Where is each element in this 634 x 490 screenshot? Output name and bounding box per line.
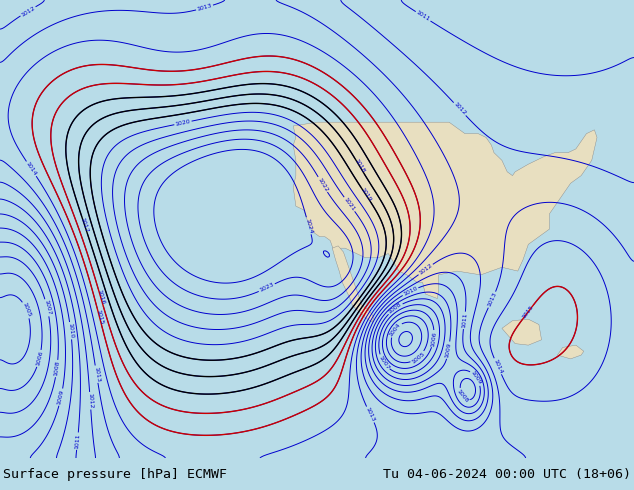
Text: 1018: 1018 bbox=[353, 158, 366, 174]
Text: 1005: 1005 bbox=[22, 302, 32, 318]
Text: 1012: 1012 bbox=[20, 5, 36, 18]
Text: 1009: 1009 bbox=[444, 342, 452, 358]
Text: 1009: 1009 bbox=[470, 370, 483, 386]
Polygon shape bbox=[332, 246, 373, 322]
Polygon shape bbox=[557, 345, 584, 359]
Text: 1015: 1015 bbox=[95, 309, 104, 325]
Text: 1013: 1013 bbox=[486, 292, 498, 308]
Text: 1011: 1011 bbox=[74, 433, 81, 449]
Text: 1006: 1006 bbox=[35, 350, 44, 367]
Text: 1005: 1005 bbox=[410, 351, 425, 365]
Text: 1009: 1009 bbox=[57, 389, 65, 405]
Text: 1020: 1020 bbox=[175, 119, 191, 127]
Polygon shape bbox=[502, 319, 541, 345]
Text: 1008: 1008 bbox=[456, 389, 470, 404]
Text: 1010: 1010 bbox=[67, 323, 74, 339]
Text: 1013: 1013 bbox=[197, 3, 213, 12]
Polygon shape bbox=[293, 122, 597, 298]
Text: 1012: 1012 bbox=[418, 263, 434, 276]
Text: 1017: 1017 bbox=[80, 217, 89, 233]
Text: 1014: 1014 bbox=[493, 358, 503, 374]
Text: 1007: 1007 bbox=[377, 354, 390, 370]
Text: 1008: 1008 bbox=[53, 361, 60, 377]
Text: 1019: 1019 bbox=[359, 187, 372, 203]
Text: 1024: 1024 bbox=[304, 218, 313, 234]
Text: 1012: 1012 bbox=[87, 393, 93, 409]
Text: Tu 04-06-2024 00:00 UTC (18+06): Tu 04-06-2024 00:00 UTC (18+06) bbox=[383, 467, 631, 481]
Text: 1007: 1007 bbox=[43, 299, 51, 316]
Text: 1014: 1014 bbox=[25, 161, 37, 177]
Text: 1004: 1004 bbox=[389, 322, 402, 337]
Text: 1013: 1013 bbox=[365, 406, 376, 423]
Text: 1012: 1012 bbox=[453, 101, 467, 117]
Text: 1011: 1011 bbox=[461, 313, 468, 328]
Text: 1016: 1016 bbox=[96, 289, 105, 306]
Text: 1022: 1022 bbox=[316, 176, 329, 193]
Text: 1013: 1013 bbox=[93, 366, 100, 382]
Text: 1011: 1011 bbox=[415, 10, 431, 23]
Text: Surface pressure [hPa] ECMWF: Surface pressure [hPa] ECMWF bbox=[3, 467, 227, 481]
Text: 1023: 1023 bbox=[259, 282, 275, 294]
Text: 1015: 1015 bbox=[521, 305, 534, 320]
Text: 1010: 1010 bbox=[403, 286, 418, 297]
Text: 1021: 1021 bbox=[343, 196, 356, 212]
Text: 1008: 1008 bbox=[387, 302, 403, 315]
Text: 1006: 1006 bbox=[430, 331, 437, 347]
